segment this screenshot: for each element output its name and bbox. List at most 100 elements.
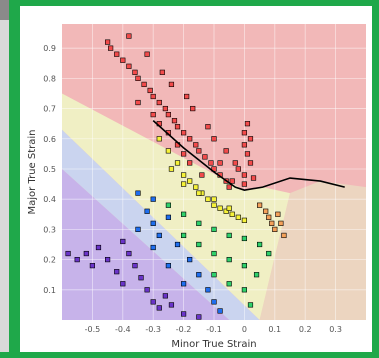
- x-tick-label: -0.4: [115, 325, 131, 334]
- data-point-thin: [281, 232, 287, 239]
- data-point-wrinkle: [150, 299, 156, 305]
- curve-layer: [152, 120, 345, 191]
- data-point-safe-green: [211, 272, 217, 278]
- data-point-safe-blue: [196, 272, 202, 278]
- data-point-fail: [105, 39, 111, 45]
- data-point-fail: [202, 154, 208, 160]
- data-point-fail: [211, 136, 217, 142]
- data-point-fail: [144, 51, 150, 57]
- data-point-fail: [181, 151, 187, 157]
- data-point-fail: [132, 69, 138, 75]
- data-point-marginal: [168, 166, 175, 172]
- data-point-fail: [150, 93, 156, 100]
- data-point-wrinkle: [120, 238, 126, 245]
- data-point-safe-green: [226, 256, 232, 263]
- y-tick-label: 0.1: [43, 286, 56, 295]
- data-point-safe-green: [247, 302, 254, 308]
- data-point-fail: [187, 136, 193, 142]
- data-point-safe-green: [211, 250, 217, 257]
- data-point-marginal: [211, 202, 217, 208]
- x-tick-label: -0.5: [85, 325, 101, 334]
- data-point-fail: [150, 112, 156, 118]
- data-point-fail: [226, 184, 232, 190]
- zone-safe: [62, 129, 260, 320]
- zone-wrinkle: [62, 168, 230, 320]
- left-panel-edge: [0, 0, 9, 352]
- data-point-wrinkle: [196, 314, 202, 320]
- data-point-fail: [156, 99, 162, 106]
- y-tick-label: 0.9: [43, 44, 56, 53]
- data-point-marginal: [174, 160, 181, 166]
- zone-marginal: [62, 93, 290, 320]
- data-point-wrinkle: [162, 293, 168, 299]
- data-point-safe-blue: [174, 241, 181, 248]
- data-point-fail: [235, 166, 241, 172]
- data-point-wrinkle: [132, 263, 138, 269]
- data-point-safe-blue: [150, 244, 156, 251]
- data-point-fail: [159, 69, 165, 75]
- x-tick-label: 0.1: [268, 325, 281, 334]
- left-panel-header: [0, 0, 9, 20]
- data-point-safe-green: [181, 232, 187, 239]
- data-point-fail: [168, 81, 175, 88]
- points-layer: [65, 33, 287, 320]
- data-point-thin: [275, 211, 281, 217]
- y-tick-label: 0.4: [43, 195, 56, 204]
- x-tick-label: 0.2: [299, 325, 312, 334]
- data-point-fail: [232, 160, 238, 166]
- y-axis-title: Major True Strain: [27, 130, 38, 215]
- data-point-safe-green: [241, 287, 248, 293]
- data-point-marginal: [181, 181, 187, 187]
- data-point-fail: [135, 99, 141, 106]
- y-tick-label: 0.8: [43, 74, 56, 83]
- data-point-fail: [241, 172, 248, 178]
- data-point-thin: [263, 208, 269, 214]
- data-point-fail: [229, 178, 235, 184]
- data-point-safe-blue: [156, 232, 162, 239]
- data-point-fail: [162, 105, 168, 112]
- data-point-thin: [257, 202, 263, 208]
- data-point-fail: [241, 142, 248, 148]
- data-point-fail: [126, 63, 132, 69]
- data-point-fail: [244, 121, 251, 127]
- data-point-wrinkle: [181, 311, 187, 317]
- x-tick-label: 0.3: [329, 325, 342, 334]
- y-tick-label: 0.6: [43, 135, 56, 144]
- data-point-fail: [244, 151, 251, 157]
- data-point-safe-blue: [211, 299, 217, 305]
- data-point-safe-blue: [205, 287, 211, 293]
- data-point-thin: [272, 226, 278, 232]
- data-point-safe-green: [165, 202, 172, 208]
- data-point-wrinkle: [114, 269, 120, 275]
- y-tick-label: 0.7: [43, 105, 56, 114]
- data-point-fail: [171, 118, 178, 124]
- data-point-safe-green: [241, 263, 248, 269]
- forming-limit-curve: [152, 120, 345, 191]
- flc-scatter-chart[interactable]: -0.5 -0.4 -0.3 -0.2 -0.1 0 0.1 0.2 0.3 0.1 0.2 0.3 0…: [20, 6, 372, 352]
- data-point-fail: [241, 181, 248, 187]
- data-point-safe-green: [196, 220, 202, 226]
- data-point-fail: [114, 51, 120, 57]
- data-point-thin: [266, 214, 272, 220]
- data-point-safe-green: [226, 281, 232, 287]
- data-point-fail: [196, 148, 202, 154]
- data-point-fail: [108, 45, 114, 51]
- data-point-wrinkle: [83, 250, 89, 257]
- x-axis-title: Minor True Strain: [171, 339, 256, 350]
- y-tick-label: 0.2: [43, 256, 56, 265]
- data-point-thin: [269, 220, 275, 226]
- data-point-fail: [187, 160, 193, 166]
- data-point-safe-blue: [165, 214, 172, 220]
- data-point-safe-blue: [135, 190, 141, 196]
- data-point-fail: [174, 124, 181, 130]
- grid-layer: [62, 24, 366, 320]
- data-point-wrinkle: [156, 305, 162, 311]
- data-point-safe-green: [241, 235, 248, 242]
- data-point-marginal: [235, 214, 241, 220]
- data-point-safe-green: [196, 241, 202, 248]
- data-point-marginal: [217, 205, 223, 211]
- data-point-fail: [217, 160, 223, 166]
- data-point-fail: [199, 172, 205, 178]
- data-point-marginal: [226, 205, 232, 211]
- data-point-fail: [135, 75, 141, 81]
